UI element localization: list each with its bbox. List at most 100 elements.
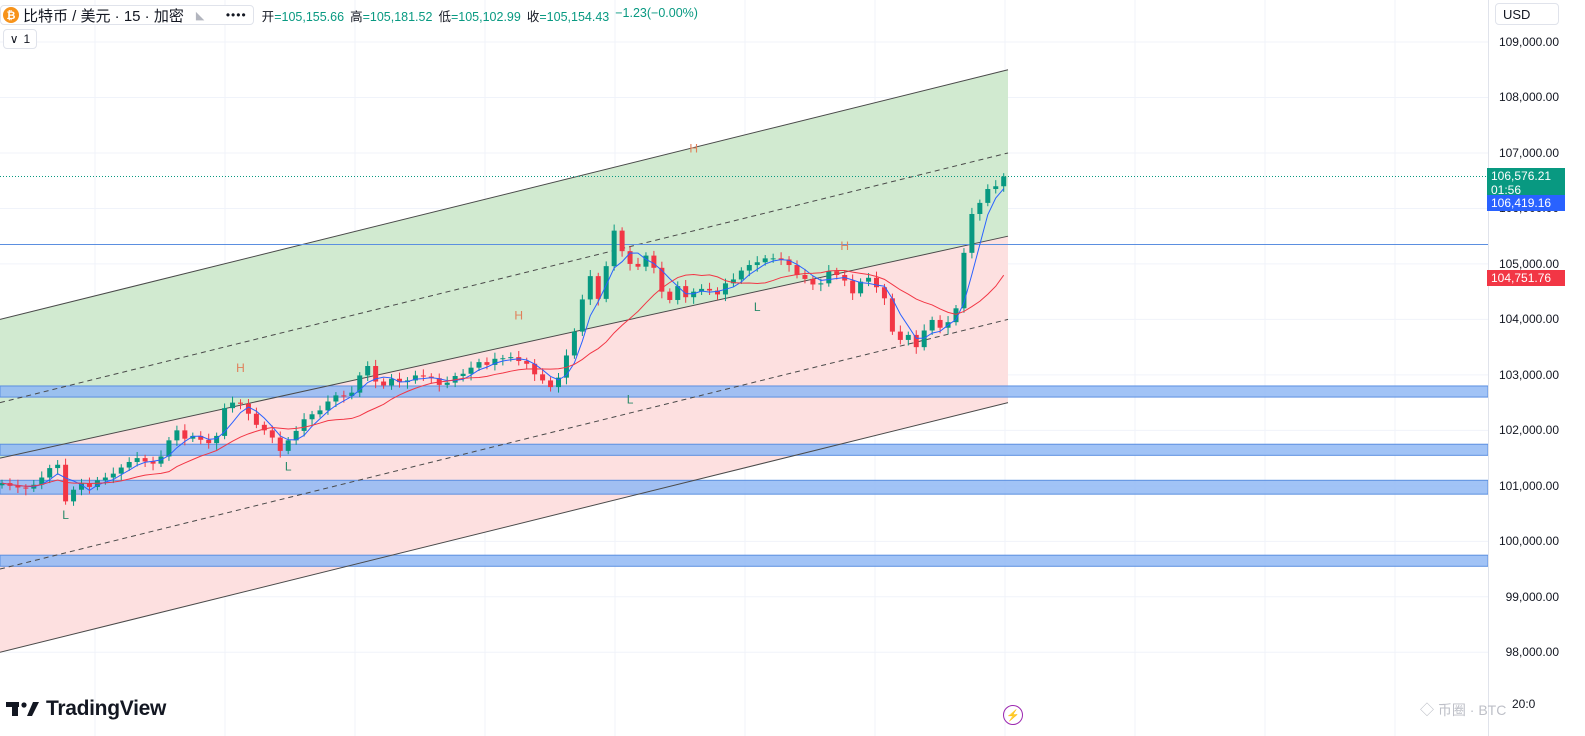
candle-body (889, 298, 895, 332)
more-options-icon[interactable]: •••• (225, 8, 247, 22)
ma-slow-badge: 104,751.76 (1487, 269, 1565, 286)
candle-body (86, 483, 92, 487)
last-price-value: 106,576.21 (1491, 169, 1552, 184)
indicator-toggle-button[interactable]: ∨ 1 (3, 29, 37, 49)
ma-slow-value: 104,751.76 (1491, 270, 1552, 285)
indicator-count: 1 (23, 32, 31, 46)
candle-body (874, 277, 879, 288)
candle-body (667, 291, 673, 300)
ma-fast-badge: 106,419.16 (1487, 195, 1565, 212)
candle-body (786, 259, 792, 266)
candle-body (659, 267, 665, 292)
price-tick: 108,000.00 (1498, 90, 1559, 105)
ohlc-values: 开=105,155.66 高=105,181.52 低=105,102.99 收=10… (262, 6, 698, 25)
channel-mid-upper-dashed (0, 152, 1009, 404)
candle-body (397, 378, 402, 383)
candle-body (198, 435, 204, 440)
candle-body (79, 483, 84, 490)
candle-body (524, 361, 530, 364)
candle-body (142, 458, 148, 462)
candle-body (595, 276, 601, 299)
candle-body (707, 288, 713, 291)
price-tick: 99,000.00 (1505, 589, 1559, 604)
candle-body (826, 271, 832, 284)
candle-body (858, 281, 864, 294)
candle-body (245, 403, 251, 414)
candle-body (571, 331, 577, 356)
currency-label: USD (1503, 6, 1531, 22)
candle-body (190, 435, 196, 439)
candle-body (126, 461, 132, 468)
swing-label-h: H (514, 308, 523, 322)
swing-label-h: H (689, 141, 698, 155)
price-tick: 107,000.00 (1498, 145, 1559, 160)
candle-body (556, 377, 561, 388)
support-zone-3 (0, 479, 1488, 495)
candle-body (476, 362, 482, 368)
lightning-icon[interactable]: ⚡ (1003, 705, 1023, 725)
chart-area[interactable]: L H L H L H L H (0, 0, 1488, 736)
candle-body (309, 414, 315, 420)
candle-body (23, 487, 29, 489)
price-tick: 102,000.00 (1498, 423, 1559, 438)
candle-body (365, 366, 371, 376)
currency-selector[interactable]: USD (1495, 3, 1559, 25)
candle-body (921, 330, 927, 348)
bitcoin-icon: ₿ (3, 7, 19, 23)
time-axis-label: 20:0 (1512, 697, 1536, 711)
price-tick: 100,000.00 (1498, 534, 1559, 549)
candle-body (55, 464, 61, 469)
flag-icon[interactable]: ◣ (195, 10, 205, 22)
ohlc-item: −1.23(−0.00%) (615, 6, 698, 25)
symbol-selector[interactable]: ₿ 比特币 / 美元 · 15 · 加密 ◣ •••• (0, 5, 254, 25)
symbol-title[interactable]: 比特币 / 美元 · 15 · 加密 (23, 7, 184, 25)
candle-body (1001, 176, 1007, 187)
candle-body (357, 375, 363, 393)
candle-body (277, 437, 283, 451)
candle-body (881, 287, 887, 299)
candle-body (627, 251, 633, 264)
candle-body (691, 291, 697, 298)
candle-body (953, 308, 959, 323)
candle-body (39, 477, 45, 485)
chevron-down-icon: ∨ (9, 32, 19, 46)
candle-body (174, 430, 180, 441)
candle-body (866, 277, 872, 282)
ohlc-label: 低 (438, 9, 451, 24)
candle-body (63, 464, 69, 502)
price-tick: 109,000.00 (1498, 35, 1559, 49)
candle-body (349, 392, 355, 396)
swing-label-l: L (754, 300, 761, 314)
candle-body (468, 367, 474, 374)
ohlc-label: 开 (261, 9, 275, 24)
candle-body (905, 334, 911, 340)
channel-upper-fill (0, 69, 1008, 459)
candle-body (897, 331, 903, 340)
candle-body (675, 286, 681, 300)
candle-body (484, 362, 490, 365)
ohlc-item: 低=105,102.99 (438, 6, 520, 25)
tradingview-logo-icon (6, 702, 39, 716)
candle-body (214, 435, 220, 444)
price-tick: 101,000.00 (1498, 478, 1559, 493)
candle-body (47, 468, 53, 478)
candle-body (285, 440, 291, 451)
ohlc-item: 开=105,155.66 (262, 6, 344, 25)
ohlc-value: =105,181.52 (362, 9, 433, 24)
candle-body (993, 186, 999, 190)
candle-body (333, 395, 339, 402)
candle-body (651, 255, 657, 268)
ma-fast-line (1, 188, 1005, 492)
ohlc-label: 高 (350, 9, 363, 24)
candle-body (341, 395, 347, 397)
candle-body (110, 473, 116, 478)
price-chart[interactable]: L H L H L H L H (0, 0, 1488, 736)
candle-body (301, 419, 307, 431)
channel-lower-line (0, 402, 1009, 653)
price-axis[interactable]: USD 109,000.00108,000.00107,000.00106,00… (1487, 0, 1585, 736)
tradingview-brand[interactable]: TradingView (6, 697, 166, 721)
ohlc-value: =105,102.99 (450, 9, 521, 24)
candle-body (738, 270, 744, 280)
candle-body (381, 381, 387, 386)
candle-body (587, 276, 593, 300)
